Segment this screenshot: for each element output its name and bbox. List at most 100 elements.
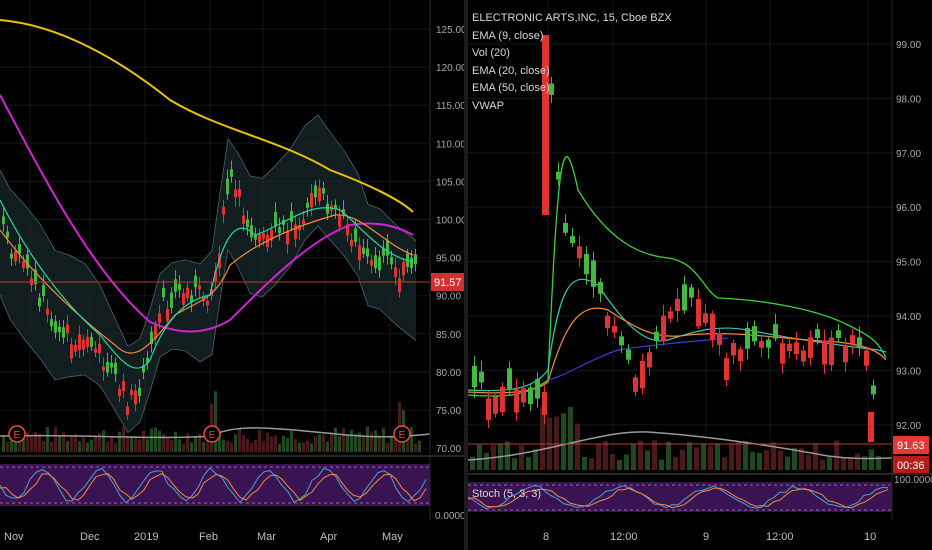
candle-body bbox=[386, 240, 389, 256]
candle-body bbox=[598, 282, 603, 294]
left-chart[interactable]: E E E 125.00 120.00 115.00 110.00 105.00 100.… bbox=[0, 0, 466, 550]
chart-legend[interactable]: ELECTRONIC ARTS,INC, 15, Cboe BZX EMA (9… bbox=[472, 10, 672, 115]
volume-bar bbox=[645, 450, 650, 470]
ema-20-line bbox=[0, 199, 414, 369]
earnings-marker-may[interactable]: E bbox=[393, 425, 411, 443]
candle-body bbox=[493, 396, 498, 414]
left-time-axis[interactable]: Nov Dec 2019 Feb Mar Apr May bbox=[4, 531, 403, 543]
candle-body bbox=[801, 350, 806, 362]
candle-body bbox=[633, 377, 638, 392]
volume-bar bbox=[757, 452, 762, 470]
volume-bar bbox=[246, 438, 249, 452]
price-tick: 93.00 bbox=[896, 366, 921, 377]
volume-bar bbox=[382, 428, 385, 452]
volume-bar bbox=[42, 440, 45, 452]
candle-body bbox=[675, 298, 680, 312]
left-ema-lines bbox=[0, 19, 414, 369]
candle-body bbox=[118, 389, 121, 397]
candle-body bbox=[234, 189, 237, 198]
volume-bar bbox=[659, 459, 664, 470]
indicator-ema-9[interactable]: EMA (9, close) bbox=[472, 29, 544, 42]
candle-body bbox=[843, 344, 848, 363]
volume-bar bbox=[2, 435, 5, 452]
candle-body bbox=[661, 315, 666, 342]
candle-body bbox=[94, 348, 97, 353]
candle-body bbox=[738, 349, 743, 362]
indicator-ema-50[interactable]: EMA (50, close) bbox=[472, 82, 550, 94]
indicator-vwap[interactable]: VWAP bbox=[472, 99, 504, 112]
candle-body bbox=[414, 254, 417, 265]
volume-bar bbox=[294, 439, 297, 452]
volume-bar bbox=[278, 443, 281, 452]
candle-body bbox=[507, 368, 512, 389]
volume-bar bbox=[194, 435, 197, 452]
volume-bar bbox=[222, 439, 225, 452]
price-tick: 90.00 bbox=[436, 292, 461, 303]
candle-body bbox=[46, 308, 49, 315]
stoch-k-line bbox=[468, 485, 889, 510]
candle-body bbox=[206, 300, 209, 306]
left-price-axis[interactable]: 125.00 120.00 115.00 110.00 105.00 100.00 95.0… bbox=[436, 25, 466, 455]
earnings-marker-feb[interactable]: E bbox=[203, 425, 221, 443]
volume-bar bbox=[370, 432, 373, 452]
volume-bar bbox=[86, 442, 89, 452]
candle-body bbox=[270, 229, 273, 241]
candle-body bbox=[314, 185, 317, 198]
candle-body bbox=[366, 248, 369, 257]
candle-body bbox=[310, 193, 313, 208]
candle-body bbox=[654, 331, 659, 341]
indicator-ema-20[interactable]: EMA (20, close) bbox=[472, 64, 550, 77]
volume-bar bbox=[110, 435, 113, 452]
price-tick: 98.00 bbox=[896, 94, 921, 105]
volume-bar bbox=[338, 435, 341, 452]
time-label: 12:00 bbox=[766, 531, 794, 543]
candle-body bbox=[857, 337, 862, 348]
right-time-axis[interactable]: 8 12:00 9 12:00 10 bbox=[543, 531, 876, 543]
volume-bar bbox=[242, 435, 245, 452]
right-chart[interactable]: 99.00 98.00 97.00 96.00 95.00 94.00 93.00 92.00… bbox=[468, 0, 932, 550]
volume-bar bbox=[326, 441, 329, 452]
volume-bar bbox=[226, 440, 229, 452]
candle-body bbox=[682, 284, 687, 311]
right-current-price-label: 91.63 bbox=[893, 436, 929, 454]
candle-body bbox=[106, 361, 109, 373]
time-label: May bbox=[382, 531, 403, 543]
candle-body bbox=[34, 269, 37, 285]
candle-body bbox=[62, 327, 65, 338]
candle-body bbox=[2, 216, 5, 225]
candle-body bbox=[226, 178, 229, 195]
pane-divider[interactable] bbox=[464, 0, 468, 550]
candle-body bbox=[570, 236, 575, 243]
symbol-title[interactable]: ELECTRONIC ARTS,INC, 15, Cboe BZX bbox=[472, 12, 672, 24]
earnings-marker-nov[interactable]: E bbox=[8, 425, 26, 443]
candle-body bbox=[619, 336, 624, 346]
volume-bar bbox=[254, 439, 257, 452]
volume-bar bbox=[90, 439, 93, 452]
volume-bar bbox=[202, 441, 205, 452]
price-tick: 95.00 bbox=[436, 254, 461, 265]
price-tick: 115.00 bbox=[436, 101, 466, 112]
band-upper bbox=[0, 114, 417, 348]
volume-bar bbox=[46, 427, 49, 452]
candle-body bbox=[410, 257, 413, 269]
volume-bar bbox=[106, 441, 109, 452]
volume-bar bbox=[827, 457, 832, 470]
volume-bar bbox=[680, 449, 685, 470]
candle-body bbox=[378, 256, 381, 271]
candle-body bbox=[370, 259, 373, 266]
volume-bar bbox=[848, 457, 853, 470]
volume-bar bbox=[876, 455, 881, 470]
right-price-axis[interactable]: 99.00 98.00 97.00 96.00 95.00 94.00 93.00 92.00 bbox=[896, 40, 921, 432]
volume-bar bbox=[743, 441, 748, 470]
volume-bar bbox=[330, 432, 333, 452]
right-oscillator-lines bbox=[468, 485, 889, 510]
volume-bar bbox=[302, 442, 305, 452]
volume-bar bbox=[58, 436, 61, 452]
stoch-d-line bbox=[0, 473, 427, 502]
indicator-stochastic[interactable]: Stoch (5, 3, 3) bbox=[472, 488, 542, 500]
candle-body bbox=[230, 169, 233, 177]
candle-body bbox=[294, 224, 297, 240]
earnings-marker-label: E bbox=[209, 430, 216, 441]
candle-body bbox=[198, 285, 201, 290]
indicator-volume[interactable]: Vol (20) bbox=[472, 47, 510, 59]
